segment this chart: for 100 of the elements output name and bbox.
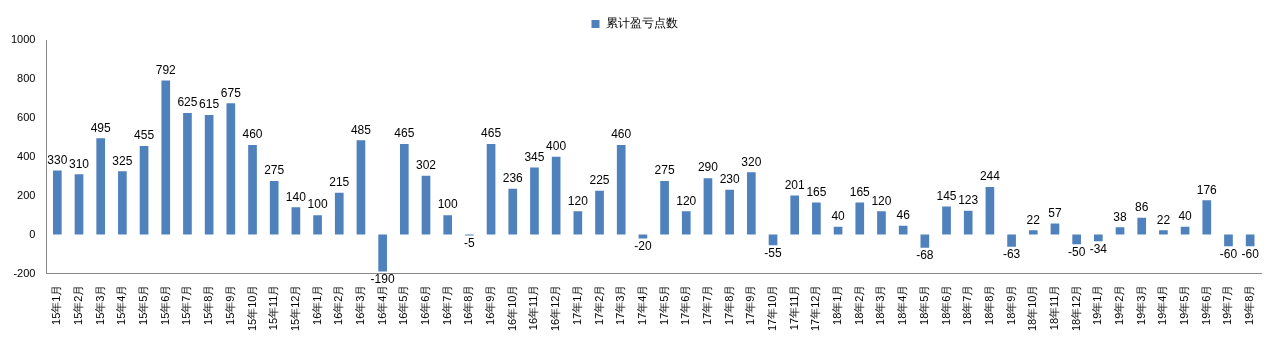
bar [812,202,821,235]
x-tick-label: 18年2月 [852,284,865,325]
bar [1094,234,1103,242]
y-tick-label: 800 [17,71,36,84]
bar [530,167,539,235]
x-tick-label: 15年3月 [93,284,106,325]
y-tick-label: 600 [17,110,36,123]
bar [183,112,192,235]
bar [1072,234,1081,245]
x-tick-label: 18年4月 [896,284,909,325]
bar [1180,226,1190,235]
data-label: 615 [199,97,220,112]
bar [204,114,214,235]
data-label: 302 [416,158,437,173]
bar [399,144,409,235]
data-label: -55 [764,245,783,260]
data-label: 465 [394,126,415,141]
x-tick-label: 17年6月 [679,284,692,325]
x-tick-label: 16年12月 [549,284,562,332]
bar [573,211,583,235]
bar [790,195,800,235]
data-label: 120 [871,193,892,208]
x-tick-label: 17年5月 [657,284,670,325]
bar [595,190,604,235]
bar [616,145,626,235]
x-tick-label: 16年10月 [505,284,518,332]
x-tick-label: 16年9月 [484,284,497,325]
data-label: 495 [90,120,112,135]
x-tick-label: 19年2月 [1113,284,1126,325]
data-label: 145 [936,188,957,203]
bar [248,145,257,235]
y-tick-label: 400 [17,149,36,162]
bar [226,103,236,235]
x-tick-label: 15年9月 [223,284,236,325]
x-tick-label: 19年3月 [1134,284,1147,325]
data-label: 201 [784,177,806,192]
x-tick-label: 17年1月 [570,284,583,325]
x-tick-label: 15年4月 [115,284,128,325]
data-label: 123 [958,192,979,207]
data-label: 310 [68,156,90,171]
data-label: 625 [177,95,198,110]
x-tick-label: 18年12月 [1069,284,1082,332]
data-label: 460 [611,127,632,142]
bar [898,225,908,235]
data-label: -60 [1241,246,1260,261]
x-tick-label: 19年7月 [1221,284,1234,325]
x-tick-label: 17年3月 [614,284,627,325]
x-tick-label: 15年2月 [72,284,85,325]
x-tick-label: 17年12月 [809,284,822,332]
x-tick-label: 16年2月 [332,284,345,325]
data-label: 176 [1196,182,1218,197]
x-tick-label: 18年9月 [1004,284,1017,325]
bar [334,192,344,235]
x-tick-label: 16年7月 [440,284,453,325]
x-tick-label: 15年6月 [158,284,171,325]
bar [963,210,973,235]
data-label: -68 [916,248,934,263]
data-label: 330 [47,152,68,167]
x-tick-label: 18年5月 [917,284,930,325]
x-tick-label: 15年10月 [245,284,258,332]
x-tick-label: 15年7月 [180,284,193,325]
bar [638,234,648,239]
data-label: 225 [589,173,610,188]
bar [269,181,279,235]
x-tick-label: 17年7月 [700,284,713,325]
data-label: -63 [1002,247,1021,262]
x-tick-label: 17年8月 [722,284,735,325]
bar [746,172,756,235]
x-tick-label: 17年11月 [787,284,800,331]
data-label: 38 [1113,209,1128,224]
data-label: -190 [370,271,395,286]
bar [356,140,366,235]
data-label: 792 [155,62,177,77]
data-label: 400 [546,139,567,154]
bar [942,206,951,235]
data-label: -5 [464,235,476,250]
x-tick-label: 15年5月 [137,284,150,325]
data-label: 244 [979,169,1001,184]
x-tick-label: 16年8月 [462,284,475,325]
data-label: 455 [134,128,155,143]
x-tick-label: 19年6月 [1199,284,1212,325]
y-tick-label: 1000 [10,33,36,46]
data-label: 86 [1135,200,1149,215]
data-label: 40 [1178,209,1193,224]
data-label: 120 [567,193,589,208]
data-label: 345 [524,149,545,164]
data-label: 120 [676,193,697,208]
bar [421,175,431,235]
x-tick-label: 19年5月 [1178,284,1191,325]
data-label: 290 [697,160,719,175]
x-tick-label: 19年4月 [1156,284,1169,325]
x-tick-label: 17年10月 [766,284,779,332]
x-tick-label: 15年1月 [50,284,63,325]
data-label: 165 [806,184,827,199]
data-label: 236 [502,170,524,185]
data-label: 320 [741,154,762,169]
bar [1159,230,1168,235]
bar [1050,223,1060,235]
bar [725,189,734,235]
y-tick-label: 0 [29,227,36,240]
